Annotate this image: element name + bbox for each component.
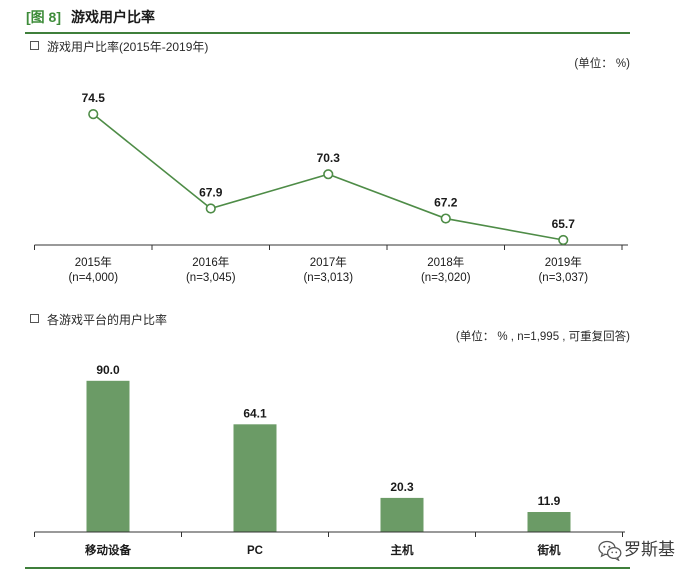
line-chart-title: 游戏用户比率(2015年-2019年)	[47, 40, 209, 54]
x-tick-label: 移动设备	[85, 543, 131, 557]
square-bullet-icon	[30, 41, 39, 50]
bar	[233, 424, 277, 532]
data-label: 11.9	[538, 494, 561, 508]
x-tick-label: PC	[247, 545, 263, 557]
bar-chart: 90.0 移动设备 64.1 PC 20.3 主机 11.9 街机	[34, 363, 625, 557]
x-tick-label: 2015年	[75, 255, 112, 269]
data-label: 64.1	[243, 406, 267, 420]
x-tick-label: 2019年	[545, 255, 582, 269]
x-tick-label: 主机	[391, 543, 414, 557]
x-tick-sample-size: (n=3,013)	[303, 272, 353, 284]
x-tick-sample-size: (n=3,045)	[186, 272, 236, 284]
x-tick-sample-size: (n=4,000)	[68, 272, 118, 284]
data-label: 20.3	[390, 480, 414, 494]
data-point	[88, 109, 99, 120]
data-label: 70.3	[317, 151, 341, 165]
data-label: 74.5	[82, 91, 106, 105]
bar	[527, 512, 571, 532]
data-label: 65.7	[552, 217, 576, 231]
bar	[380, 497, 424, 532]
wechat-icon	[598, 540, 622, 561]
x-tick-sample-size: (n=3,037)	[538, 272, 588, 284]
bottom-rule	[25, 567, 630, 569]
title-rule	[25, 32, 630, 34]
data-point	[205, 203, 216, 214]
data-label: 67.9	[199, 186, 223, 200]
bar	[86, 380, 130, 532]
data-label: 90.0	[96, 363, 120, 377]
line-chart: 74.5 2015年 (n=4,000) 67.9 2016年 (n=3,045) 70.3…	[34, 91, 628, 284]
x-tick-sample-size: (n=3,020)	[421, 272, 471, 284]
bar-chart-title: 各游戏平台的用户比率	[47, 313, 168, 327]
line-chart-unit: (单位： %)	[574, 58, 630, 70]
square-bullet-icon	[30, 314, 39, 323]
figure-title: [图 8] 游戏用户比率	[26, 9, 155, 25]
x-tick-label: 2017年	[310, 255, 347, 269]
figure-name: 游戏用户比率	[71, 9, 155, 25]
section-heading-line-chart: 游戏用户比率(2015年-2019年)	[30, 40, 208, 54]
data-label: 67.2	[434, 196, 458, 210]
data-point	[558, 234, 569, 246]
data-point	[440, 213, 451, 224]
section-heading-bar-chart: 各游戏平台的用户比率	[30, 313, 167, 327]
figure-number: [图 8]	[26, 9, 61, 25]
watermark-text: 罗斯基	[624, 540, 675, 559]
data-point	[323, 169, 334, 180]
x-tick-label: 2016年	[192, 255, 229, 269]
bar-chart-unit: (单位： % , n=1,995 , 可重复回答)	[455, 331, 630, 343]
x-tick-label: 2018年	[427, 255, 464, 269]
x-tick-label: 街机	[537, 543, 561, 557]
